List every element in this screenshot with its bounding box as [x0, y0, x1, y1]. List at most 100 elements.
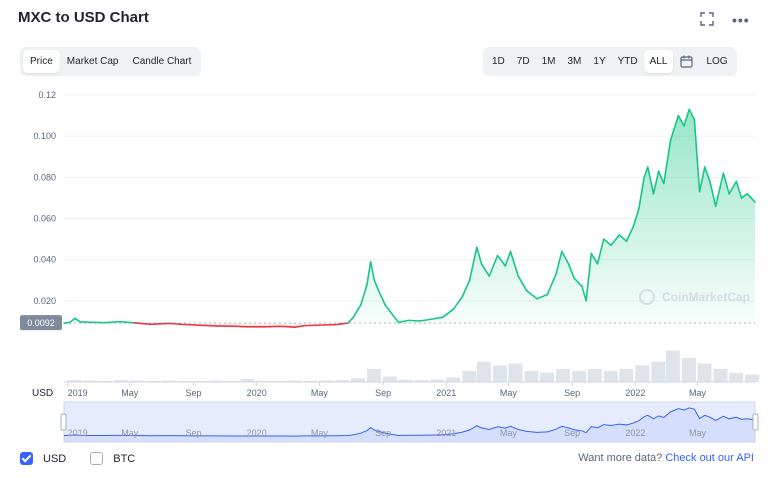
volume-bar: [508, 363, 523, 382]
navigator-handle-left[interactable]: [60, 413, 67, 431]
volume-bar: [193, 380, 208, 382]
price-segment: [688, 108, 696, 121]
calendar-icon[interactable]: [673, 50, 700, 73]
volume-bar: [209, 380, 224, 382]
range-1d[interactable]: 1D: [492, 56, 505, 67]
area-above-baseline: [64, 109, 755, 324]
price-segment: [546, 273, 557, 296]
price-segment: [407, 319, 421, 322]
volume-bar: [114, 380, 129, 382]
navigator-tick-label: Sep: [375, 428, 391, 438]
volume-bar: [256, 380, 271, 382]
y-tick-label: 0.040: [33, 255, 56, 265]
x-tick-label: May: [689, 388, 707, 398]
range-3m[interactable]: 3M: [567, 56, 582, 67]
checkbox-usd[interactable]: [20, 452, 33, 465]
price-segment: [573, 277, 583, 288]
price-segment: [698, 166, 706, 193]
price-segment: [133, 322, 152, 326]
price-segment: [657, 170, 665, 185]
api-promo-text: Want more data?: [578, 452, 663, 464]
range-1y[interactable]: 1Y: [593, 56, 606, 67]
volume-bar: [177, 380, 192, 382]
range-7d[interactable]: 7D: [516, 56, 530, 67]
volume-bar: [540, 372, 555, 382]
range-1m[interactable]: 1M: [541, 56, 556, 67]
tab-candle-chart[interactable]: Candle Chart: [132, 56, 192, 67]
price-segment: [722, 172, 730, 195]
volume-bar: [83, 380, 98, 382]
volume-bar: [367, 369, 382, 382]
volume-bar: [319, 380, 334, 382]
price-segment: [536, 293, 549, 300]
price-segment: [632, 207, 640, 228]
price-segment: [334, 322, 349, 326]
navigator-line: [63, 407, 756, 437]
price-segment: [104, 320, 120, 324]
price-segment: [638, 176, 645, 210]
price-segment: [643, 166, 649, 179]
y-axis-unit-label: USD: [32, 388, 53, 399]
price-segment: [693, 118, 701, 193]
price-segment: [618, 234, 628, 242]
volume-bar: [587, 369, 602, 382]
navigator-tick-label: 2022: [625, 428, 645, 438]
chart-type-tabs: Price Market Cap Candle Chart: [20, 47, 202, 76]
checkbox-btc[interactable]: [90, 452, 104, 465]
x-tick-label: Sep: [185, 388, 201, 398]
volume-bar: [350, 378, 365, 382]
tab-market-cap[interactable]: Market Cap: [66, 56, 119, 67]
price-segment: [663, 139, 672, 185]
navigator-tick-label: May: [500, 428, 518, 438]
price-segment: [392, 314, 400, 324]
price-segment: [652, 170, 660, 195]
x-tick-label: 2021: [436, 388, 456, 398]
price-segment: [677, 114, 685, 127]
volume-bar: [272, 380, 287, 382]
tab-price[interactable]: Price: [23, 50, 60, 73]
page-title: MXC to USD Chart: [18, 9, 149, 26]
price-segment: [496, 254, 507, 267]
volume-bar: [635, 365, 650, 382]
price-segment: [303, 324, 321, 327]
range-ytd[interactable]: YTD: [617, 56, 638, 67]
more-icon[interactable]: •••: [732, 12, 750, 28]
volume-bar: [476, 361, 491, 382]
price-segment: [590, 252, 599, 265]
range-all[interactable]: ALL: [643, 50, 674, 73]
navigator-area: [64, 407, 755, 442]
price-segment: [683, 108, 691, 127]
volume-bar: [67, 380, 82, 382]
volume-bar: [462, 370, 477, 382]
volume-bar: [398, 379, 413, 382]
volume-bar: [161, 380, 176, 382]
expand-icon[interactable]: [700, 12, 714, 29]
price-segment: [703, 166, 711, 183]
volume-bar: [287, 380, 302, 382]
volume-bar: [619, 369, 634, 382]
navigator-handle-right[interactable]: [752, 413, 759, 431]
price-segment: [488, 254, 499, 277]
volume-bar: [572, 370, 587, 382]
volume-bar: [681, 357, 696, 382]
api-promo: Want more data? Check out our API: [578, 452, 754, 464]
navigator-tick-label: 2019: [68, 428, 88, 438]
currency-legend: USD BTC: [20, 452, 159, 465]
price-segment: [585, 252, 593, 302]
price-segment: [735, 180, 743, 199]
legend-btc-label: BTC: [113, 452, 136, 465]
log-toggle[interactable]: LOG: [706, 56, 728, 67]
volume-bar: [603, 370, 618, 382]
price-segment: [452, 295, 464, 310]
volume-bar: [713, 369, 728, 382]
price-segment: [728, 180, 738, 195]
x-tick-label: 2020: [247, 388, 267, 398]
api-link[interactable]: Check out our API: [665, 452, 754, 464]
legend-btc[interactable]: BTC: [90, 452, 135, 465]
price-segment: [504, 250, 512, 267]
volume-bar: [745, 374, 760, 382]
price-segment: [167, 322, 186, 326]
price-segment: [461, 279, 471, 298]
legend-usd[interactable]: USD: [20, 452, 66, 465]
price-chart[interactable]: 0.12 0.100 0.080 0.060 0.040 0.020 0.0092 CoinM…: [0, 80, 768, 448]
